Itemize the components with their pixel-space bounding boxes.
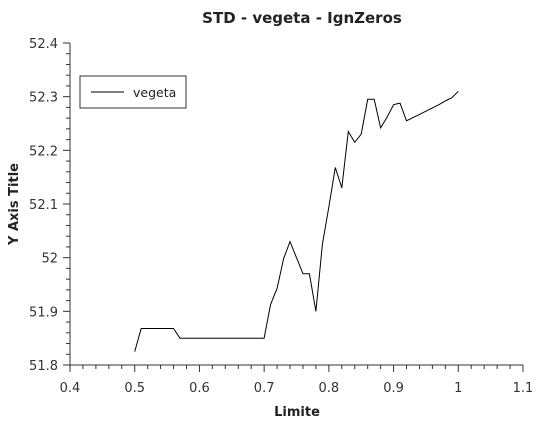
legend-series-label: vegeta <box>133 85 176 100</box>
y-tick-label: 52.2 <box>29 144 58 159</box>
legend: vegeta <box>79 75 187 109</box>
y-tick-label: 52.4 <box>29 37 58 52</box>
y-tick-label: 51.8 <box>29 359 58 374</box>
x-tick-label: 0.6 <box>189 381 210 396</box>
y-tick-label: 52.3 <box>29 91 58 106</box>
y-tick-label: 52.1 <box>29 198 58 213</box>
y-ticks: 51.8 51.9 52 52.1 52.2 52.3 52.4 <box>29 37 70 374</box>
series-layer <box>134 90 459 352</box>
chart-title: STD - vegeta - IgnZeros <box>202 9 402 27</box>
series-line-vegeta <box>134 90 459 352</box>
x-tick-label: 1.1 <box>513 381 534 396</box>
x-tick-label: 0.9 <box>383 381 404 396</box>
x-tick-label: 0.4 <box>60 381 81 396</box>
y-tick-label: 52 <box>41 252 58 267</box>
x-tick-label: 0.8 <box>319 381 340 396</box>
plot-area: 0.4 0.5 0.6 0.7 0.8 0.9 1 1.1 51.8 51.9 52 52.1 52.… <box>29 37 533 396</box>
x-tick-label: 0.5 <box>124 381 145 396</box>
x-tick-label: 0.7 <box>254 381 275 396</box>
y-tick-label: 51.9 <box>29 305 58 320</box>
x-ticks: 0.4 0.5 0.6 0.7 0.8 0.9 1 1.1 <box>60 365 534 396</box>
x-axis-label: Limite <box>274 405 320 420</box>
y-axis-label: Y Axis Title <box>7 163 22 246</box>
x-tick-label: 1 <box>454 381 462 396</box>
